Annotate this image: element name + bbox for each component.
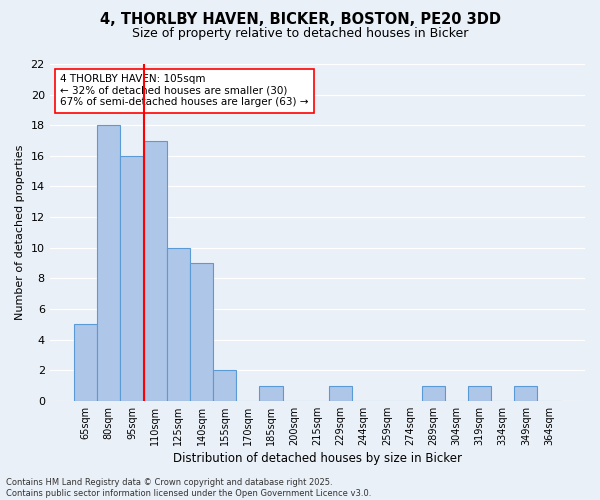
Text: Size of property relative to detached houses in Bicker: Size of property relative to detached ho…	[132, 28, 468, 40]
Text: Contains HM Land Registry data © Crown copyright and database right 2025.
Contai: Contains HM Land Registry data © Crown c…	[6, 478, 371, 498]
Bar	[468, 386, 491, 401]
Bar	[514, 386, 538, 401]
Bar	[259, 386, 283, 401]
Y-axis label: Number of detached properties: Number of detached properties	[15, 144, 25, 320]
Bar	[422, 386, 445, 401]
Bar	[167, 248, 190, 401]
Bar	[213, 370, 236, 401]
Bar	[329, 386, 352, 401]
Text: 4 THORLBY HAVEN: 105sqm
← 32% of detached houses are smaller (30)
67% of semi-de: 4 THORLBY HAVEN: 105sqm ← 32% of detache…	[61, 74, 309, 108]
Bar	[190, 263, 213, 401]
Bar	[143, 140, 167, 401]
Bar	[97, 125, 121, 401]
Bar	[74, 324, 97, 401]
Bar	[121, 156, 143, 401]
X-axis label: Distribution of detached houses by size in Bicker: Distribution of detached houses by size …	[173, 452, 462, 465]
Text: 4, THORLBY HAVEN, BICKER, BOSTON, PE20 3DD: 4, THORLBY HAVEN, BICKER, BOSTON, PE20 3…	[100, 12, 500, 28]
